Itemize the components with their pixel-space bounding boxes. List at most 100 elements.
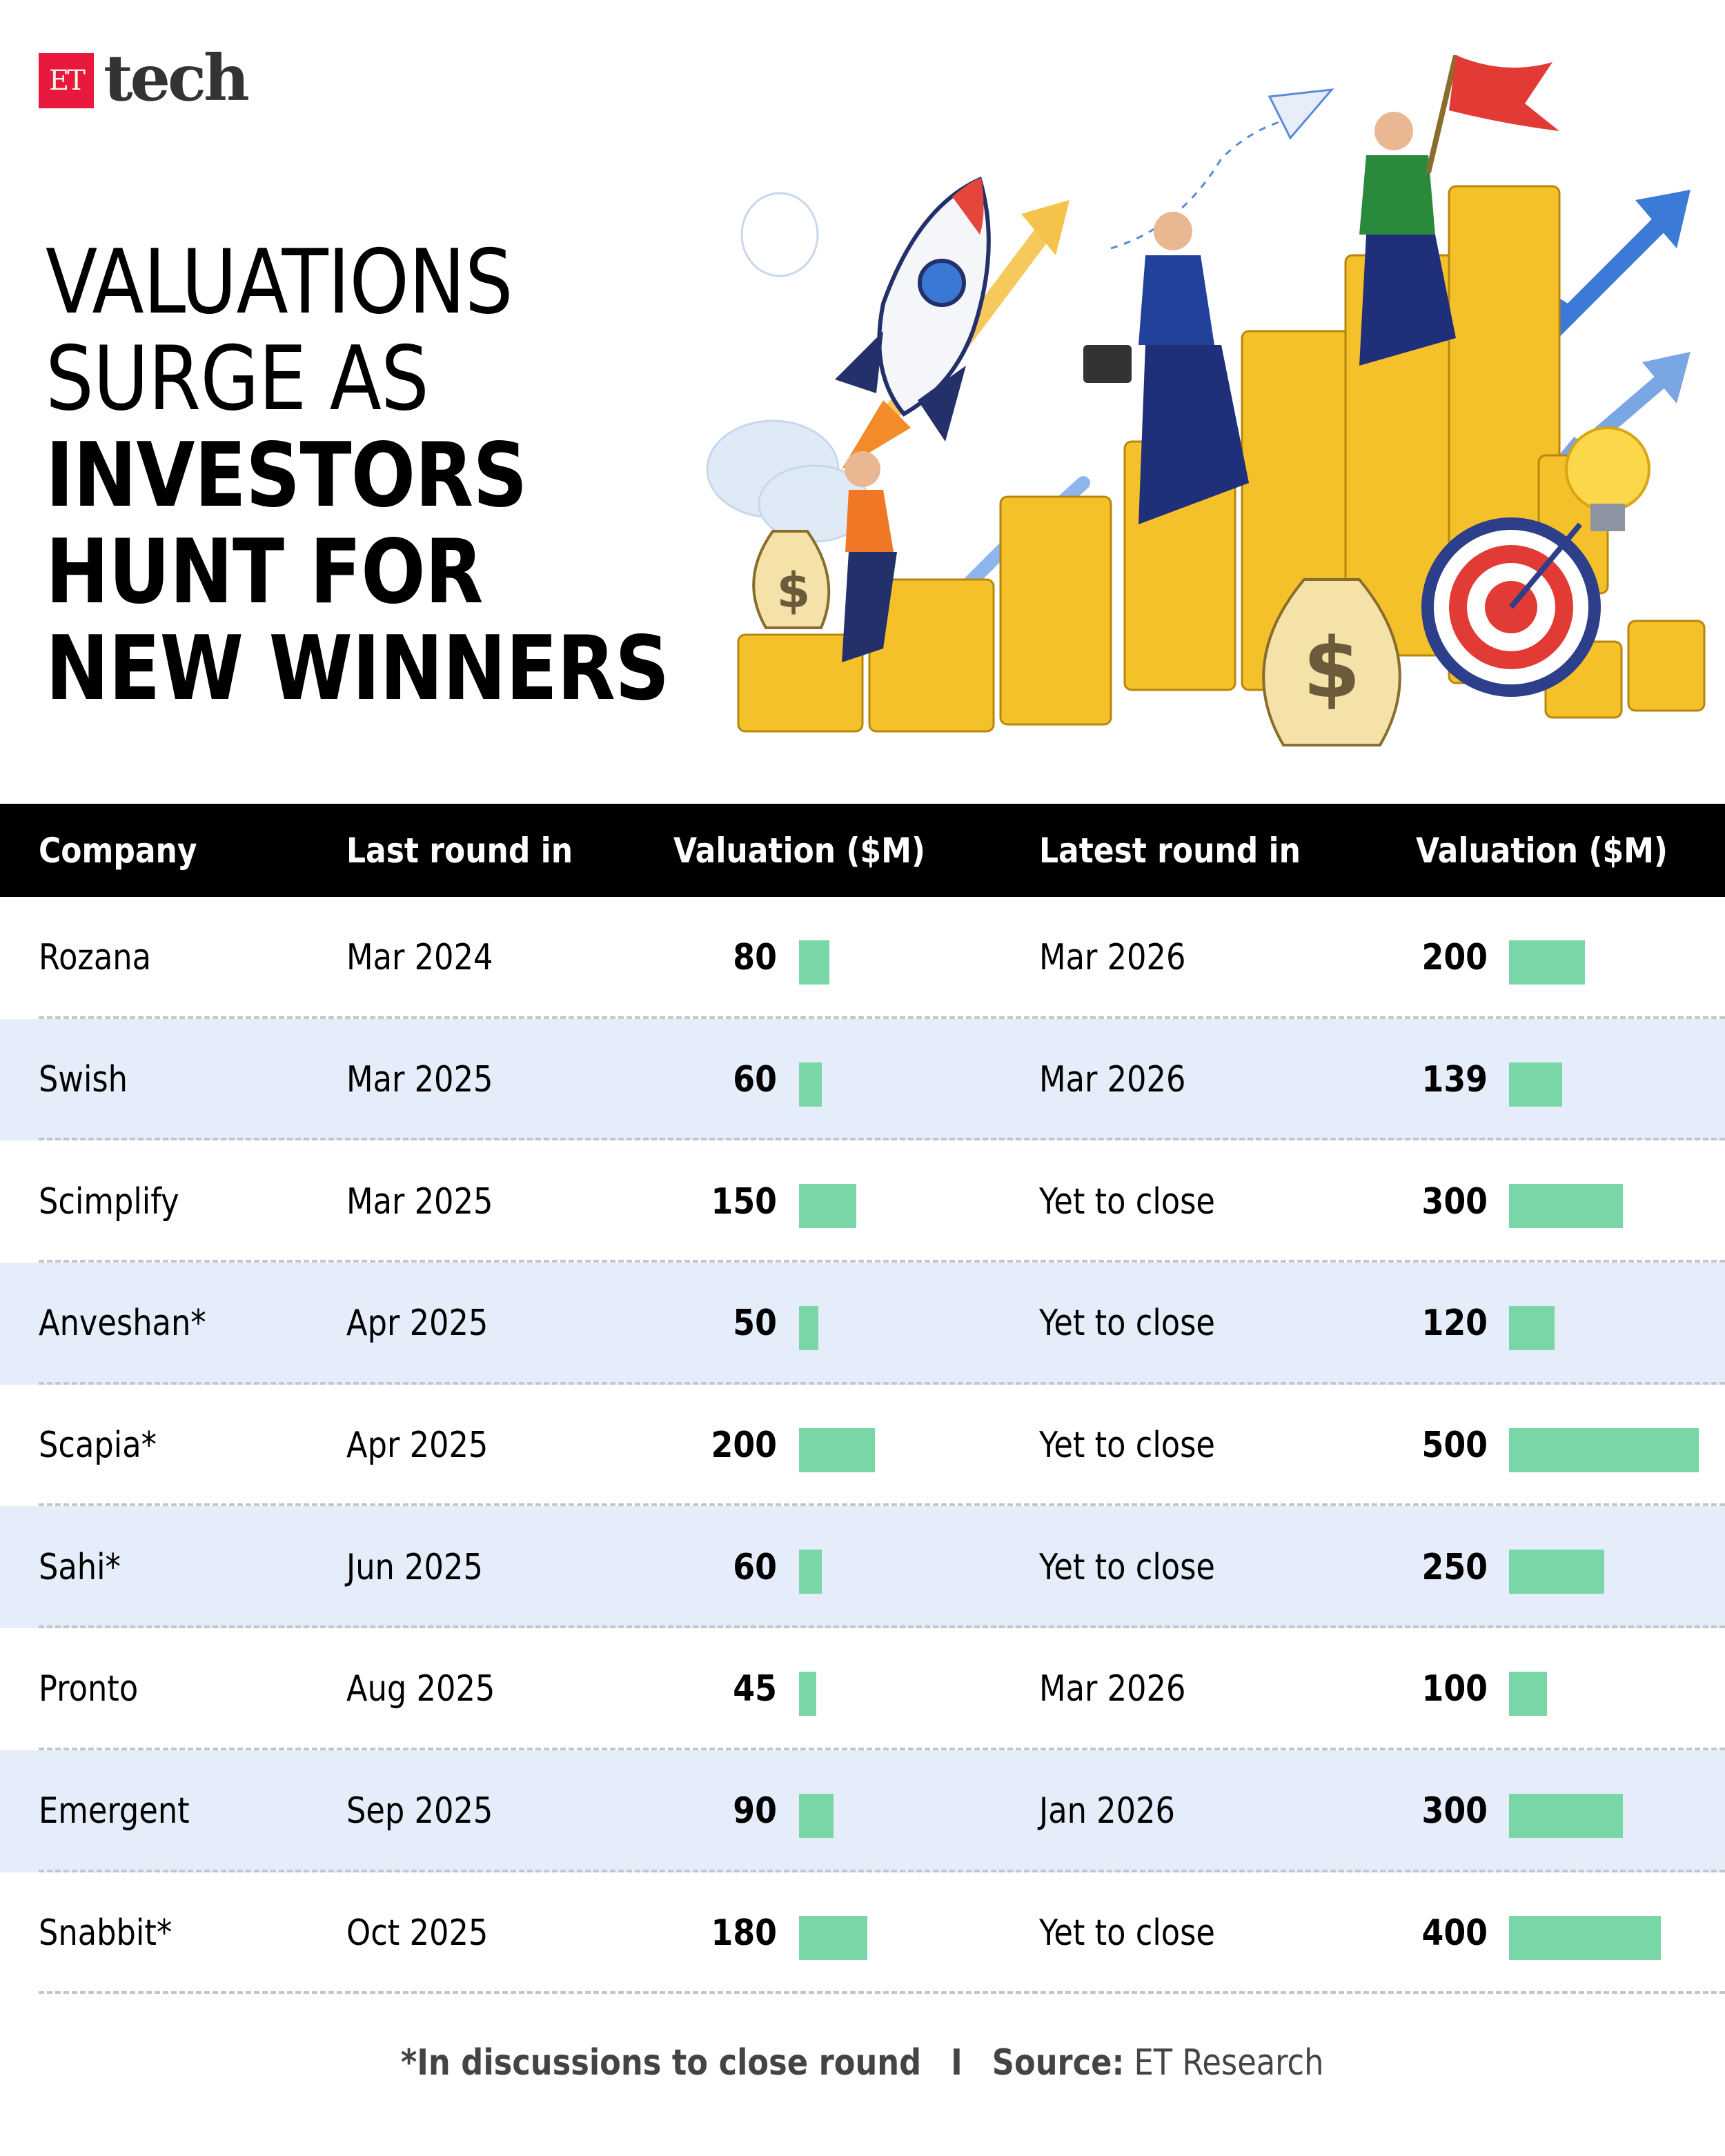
target-icon — [1421, 517, 1601, 697]
table-row: Snabbit* Oct 2025 180 Yet to close 400 — [0, 1872, 1725, 1995]
company-name: Scimplify — [39, 1180, 179, 1223]
last-round-date: Mar 2025 — [346, 1180, 493, 1223]
paper-plane-icon — [1110, 88, 1334, 250]
header-last-round: Last round in — [346, 830, 573, 871]
table-header: Company Last round in Valuation ($M) Lat… — [0, 804, 1725, 897]
table-row: Scapia* Apr 2025 200 Yet to close 500 — [0, 1385, 1725, 1507]
last-valuation: 80 — [733, 937, 777, 979]
header-company: Company — [39, 830, 197, 871]
flag-icon — [1426, 55, 1559, 173]
last-round-date: Jun 2025 — [346, 1546, 483, 1588]
last-round-date: Oct 2025 — [346, 1912, 489, 1954]
latest-round-date: Mar 2026 — [1039, 1059, 1186, 1101]
company-name: Anveshan* — [39, 1303, 206, 1345]
latest-valuation-bar — [1509, 1672, 1547, 1717]
latest-valuation: 200 — [1421, 937, 1488, 979]
footnote-separator: I — [951, 2042, 963, 2084]
last-valuation-bar — [799, 1672, 816, 1717]
investor-growth-illustration: $ $ — [706, 55, 1706, 746]
latest-round-date: Yet to close — [1039, 1180, 1215, 1223]
last-valuation: 200 — [711, 1425, 777, 1467]
company-name: Sahi* — [39, 1546, 121, 1588]
latest-valuation: 500 — [1421, 1425, 1488, 1467]
latest-valuation-bar — [1509, 1793, 1623, 1838]
last-valuation-bar — [799, 1793, 834, 1838]
latest-valuation-bar — [1509, 1184, 1623, 1229]
table-row: Emergent Sep 2025 90 Jan 2026 300 — [0, 1750, 1725, 1872]
last-round-date: Mar 2025 — [346, 1059, 493, 1101]
footnote-note: *In discussions to close round — [401, 2042, 922, 2084]
table-row: Pronto Aug 2025 45 Mar 2026 100 — [0, 1628, 1725, 1750]
latest-round-date: Yet to close — [1039, 1546, 1215, 1588]
latest-round-date: Mar 2026 — [1039, 1668, 1186, 1710]
last-round-date: Sep 2025 — [346, 1790, 493, 1832]
latest-valuation-bar — [1509, 940, 1585, 985]
svg-text:$: $ — [1303, 621, 1361, 717]
last-valuation-bar — [799, 940, 829, 985]
et-tech-logo: ET tech — [39, 46, 250, 110]
headline: VALUATIONS SURGE AS INVESTORS HUNT FOR N… — [46, 235, 694, 718]
company-name: Pronto — [39, 1668, 139, 1710]
header-last-valuation: Valuation ($M) — [673, 830, 926, 871]
svg-text:$: $ — [777, 562, 811, 619]
light-bulb-icon — [1565, 426, 1650, 531]
last-round-date: Aug 2025 — [346, 1668, 495, 1710]
latest-round-date: Yet to close — [1039, 1425, 1215, 1467]
source-label: Source: — [992, 2042, 1125, 2084]
last-valuation-bar — [799, 1184, 856, 1229]
headline-line: SURGE AS — [46, 328, 429, 431]
last-valuation: 50 — [733, 1303, 777, 1345]
last-valuation: 180 — [711, 1912, 777, 1954]
last-valuation: 45 — [733, 1668, 777, 1710]
last-valuation: 90 — [733, 1790, 777, 1832]
latest-valuation-bar — [1509, 1915, 1661, 1960]
last-valuation: 60 — [733, 1546, 777, 1588]
latest-valuation: 100 — [1421, 1668, 1488, 1710]
latest-valuation: 300 — [1421, 1790, 1488, 1832]
person-icon — [842, 112, 1456, 662]
headline-line: HUNT FOR — [46, 521, 484, 624]
table-row: Anveshan* Apr 2025 50 Yet to close 120 — [0, 1263, 1725, 1385]
last-valuation-bar — [799, 1306, 818, 1351]
latest-round-date: Mar 2026 — [1039, 937, 1186, 979]
valuation-table: Rozana Mar 2024 80 Mar 2026 200 Swish Ma… — [0, 897, 1725, 1994]
headline-line: NEW WINNERS — [46, 617, 669, 720]
last-valuation-bar — [799, 1915, 867, 1960]
last-valuation-bar — [799, 1427, 875, 1472]
money-bag-icon: $ $ — [752, 530, 1401, 746]
et-logo-mark: ET — [39, 53, 94, 108]
footnote: *In discussions to close round I Source:… — [0, 2035, 1725, 2090]
latest-valuation-bar — [1509, 1062, 1562, 1107]
company-name: Snabbit* — [39, 1912, 172, 1954]
company-name: Swish — [39, 1059, 128, 1101]
latest-valuation: 120 — [1421, 1303, 1488, 1345]
last-round-date: Apr 2025 — [346, 1425, 489, 1467]
company-name: Emergent — [39, 1790, 190, 1832]
latest-valuation: 250 — [1421, 1546, 1488, 1588]
latest-valuation-bar — [1509, 1427, 1699, 1472]
latest-valuation: 300 — [1421, 1180, 1488, 1223]
rocket-icon — [835, 176, 991, 469]
latest-round-date: Jan 2026 — [1039, 1790, 1175, 1832]
latest-round-date: Yet to close — [1039, 1912, 1215, 1954]
logo-wordmark: tech — [103, 41, 250, 115]
last-valuation-bar — [799, 1062, 822, 1107]
table-row: Scimplify Mar 2025 150 Yet to close 300 — [0, 1140, 1725, 1263]
last-round-date: Mar 2024 — [346, 937, 493, 979]
latest-valuation: 139 — [1421, 1059, 1488, 1101]
headline-line: INVESTORS — [46, 424, 528, 527]
latest-valuation: 400 — [1421, 1912, 1488, 1954]
last-valuation: 60 — [733, 1059, 777, 1101]
last-valuation: 150 — [711, 1180, 777, 1223]
table-row: Sahi* Jun 2025 60 Yet to close 250 — [0, 1506, 1725, 1629]
header-latest-valuation: Valuation ($M) — [1416, 830, 1668, 871]
source-value: ET Research — [1124, 2042, 1324, 2084]
table-row: Swish Mar 2025 60 Mar 2026 139 — [0, 1018, 1725, 1141]
latest-valuation-bar — [1509, 1550, 1604, 1594]
table-row: Rozana Mar 2024 80 Mar 2026 200 — [0, 897, 1725, 1019]
last-valuation-bar — [799, 1550, 822, 1594]
headline-line: VALUATIONS — [46, 231, 513, 334]
last-round-date: Apr 2025 — [346, 1303, 489, 1345]
company-name: Rozana — [39, 937, 152, 979]
latest-valuation-bar — [1509, 1306, 1555, 1351]
